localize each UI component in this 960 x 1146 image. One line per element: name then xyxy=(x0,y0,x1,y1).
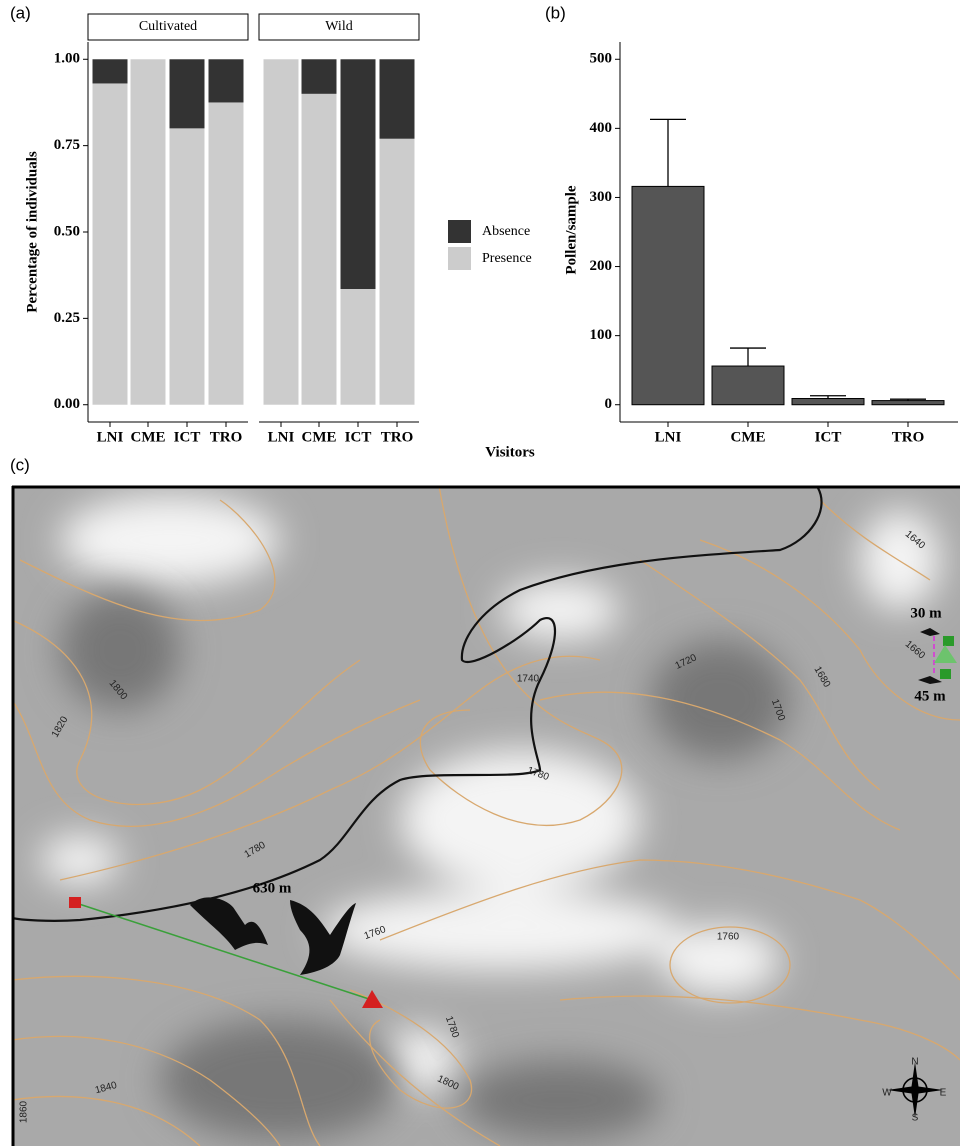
bar-segment xyxy=(209,59,244,102)
x-tick-label: ICT xyxy=(345,429,372,445)
x-tick-label: CME xyxy=(131,429,166,445)
legend-swatch xyxy=(448,247,471,270)
y-tick-label: 0 xyxy=(605,396,613,412)
distance-label: 630 m xyxy=(253,880,292,896)
x-tick-label: LNI xyxy=(268,429,295,445)
legend-swatch xyxy=(448,220,471,243)
bar xyxy=(792,399,864,405)
y-tick-label: 1.00 xyxy=(54,51,80,67)
bar xyxy=(712,366,784,405)
x-tick-label: ICT xyxy=(174,429,201,445)
x-tick-label: TRO xyxy=(210,429,243,445)
bar-segment xyxy=(302,59,337,94)
x-tick-label: TRO xyxy=(381,429,414,445)
x-tick-label: TRO xyxy=(892,429,925,445)
contour-label: 1760 xyxy=(717,932,740,943)
y-tick-label: 100 xyxy=(590,327,613,343)
compass-letter: S xyxy=(912,1113,919,1124)
panel-label: (a) xyxy=(10,3,31,22)
facet-label: Cultivated xyxy=(139,19,197,34)
panel-label: (c) xyxy=(10,455,30,474)
panel-label: (b) xyxy=(545,3,566,22)
bar-segment xyxy=(380,139,415,405)
y-tick-label: 0.50 xyxy=(54,223,80,239)
legend-label: Absence xyxy=(482,224,530,239)
compass-letter: E xyxy=(940,1088,947,1099)
x-tick-label: LNI xyxy=(97,429,124,445)
x-tick-label: LNI xyxy=(655,429,682,445)
y-tick-label: 300 xyxy=(590,189,613,205)
x-tick-label: CME xyxy=(302,429,337,445)
x-tick-label: ICT xyxy=(815,429,842,445)
bar-segment xyxy=(170,128,205,404)
bar-segment xyxy=(93,59,128,83)
y-tick-label: 0.25 xyxy=(54,310,80,326)
bar-segment xyxy=(341,59,376,289)
distance-label: 30 m xyxy=(910,605,942,621)
y-tick-label: 400 xyxy=(590,120,613,136)
y-axis-title: Percentage of individuals xyxy=(24,151,40,313)
contour-label: 1860 xyxy=(19,1100,30,1123)
bar-segment xyxy=(302,94,337,405)
x-tick-label: CME xyxy=(731,429,766,445)
y-tick-label: 0.00 xyxy=(54,396,80,412)
bar-segment xyxy=(170,59,205,128)
distance-label: 45 m xyxy=(914,688,946,704)
compass-letter: N xyxy=(911,1057,918,1068)
y-tick-label: 0.75 xyxy=(54,137,80,153)
y-tick-label: 500 xyxy=(590,51,613,67)
legend-label: Presence xyxy=(482,251,532,266)
contour-label: 1740 xyxy=(517,674,540,685)
figure: 630 m30 m45 m180018201780174017201700168… xyxy=(0,0,960,1146)
x-axis-title: Visitors xyxy=(485,444,535,460)
bar-segment xyxy=(341,289,376,405)
bar xyxy=(632,186,704,404)
facet-label: Wild xyxy=(325,19,352,34)
bar-segment xyxy=(131,59,166,404)
y-axis-title: Pollen/sample xyxy=(563,185,579,275)
compass-letter: W xyxy=(882,1088,892,1099)
bar-segment xyxy=(264,59,299,404)
bar-segment xyxy=(93,83,128,404)
bar-segment xyxy=(380,59,415,138)
y-tick-label: 200 xyxy=(590,258,613,274)
map: 630 m30 m45 m180018201780174017201700168… xyxy=(12,420,960,1146)
bar-segment xyxy=(209,102,244,404)
bar xyxy=(872,401,944,405)
